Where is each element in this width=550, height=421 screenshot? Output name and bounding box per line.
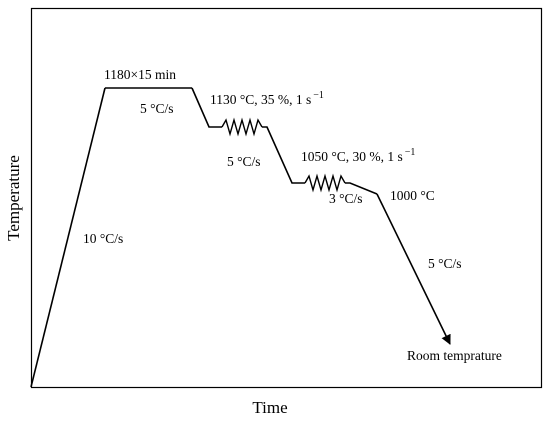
deformation-label-1-unit: −1 — [313, 90, 324, 101]
deformation-label-1: 1130 °C, 35 %, 1 s −1 — [210, 90, 324, 107]
deformation-label-2-unit: −1 — [405, 147, 416, 158]
deformation-zigzag-2 — [304, 173, 346, 193]
finish-temperature-label: 1000 °C — [390, 188, 435, 203]
plot-frame — [30, 7, 543, 389]
heating-segment — [30, 87, 106, 388]
cooling-segment-4-arrow — [376, 193, 451, 345]
cooling-segment-3 — [345, 182, 378, 195]
x-axis-label: Time — [252, 398, 287, 417]
deformation-label-1-main: 1130 °C, 35 %, 1 s — [210, 92, 311, 107]
deformation-label-2: 1050 °C, 30 %, 1 s −1 — [301, 147, 415, 164]
soak-label: 1180×15 min — [104, 67, 176, 82]
y-axis-label: Temperature — [4, 155, 23, 241]
cooling-rate-label-2: 5 °C/s — [227, 154, 261, 169]
room-temperature-label: Room temprature — [407, 348, 502, 363]
cooling-rate-label-4: 5 °C/s — [428, 256, 462, 271]
deformation-label-2-main: 1050 °C, 30 %, 1 s — [301, 149, 403, 164]
cooling-segment-1 — [191, 87, 222, 128]
cooling-rate-label-1: 5 °C/s — [140, 101, 174, 116]
cooling-segment-2 — [262, 126, 305, 184]
heating-rate-label: 10 °C/s — [83, 231, 123, 246]
deformation-zigzag-1 — [221, 117, 263, 137]
cooling-rate-label-3: 3 °C/s — [329, 191, 363, 206]
